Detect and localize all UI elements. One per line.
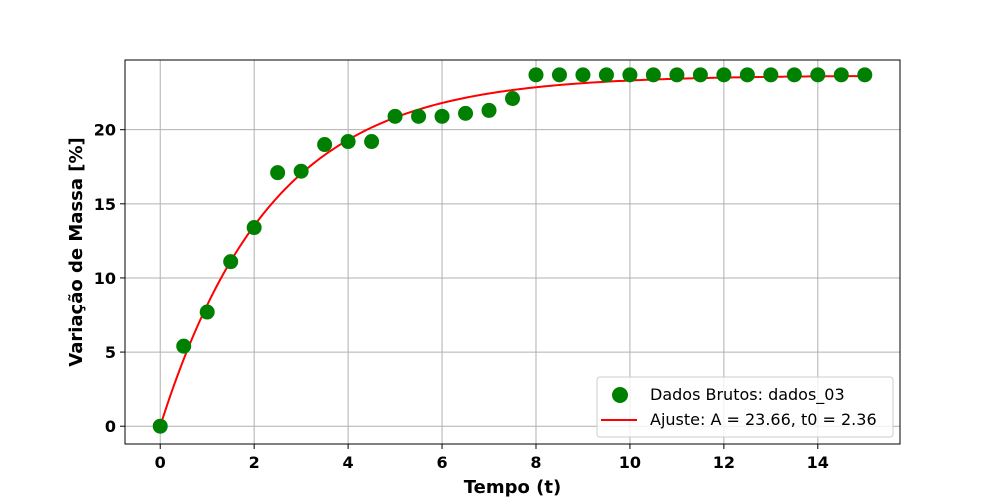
- x-axis-title: Tempo (t): [464, 477, 561, 498]
- data-point: [598, 67, 614, 83]
- data-point: [669, 67, 685, 83]
- x-tick-label: 4: [343, 453, 354, 472]
- data-point: [387, 108, 403, 124]
- data-point: [810, 67, 826, 83]
- x-tick-label: 2: [249, 453, 260, 472]
- data-point: [645, 67, 661, 83]
- data-point: [739, 67, 755, 83]
- data-point: [528, 67, 544, 83]
- data-point: [505, 91, 520, 107]
- grid: [125, 60, 900, 444]
- data-point: [223, 254, 239, 270]
- y-tick-label: 10: [94, 269, 116, 288]
- legend-marker-scatter: [612, 387, 628, 403]
- data-point: [575, 67, 591, 83]
- data-point: [364, 134, 380, 150]
- legend-box: [596, 376, 894, 438]
- data-point: [411, 108, 427, 124]
- data-point: [763, 67, 779, 83]
- data-point: [152, 418, 168, 434]
- data-point: [246, 220, 262, 236]
- x-axis: 0 2 4 6 8 10 12 14: [155, 444, 829, 472]
- data-point: [716, 67, 732, 83]
- legend-label-fit: Ajuste: A = 23.66, t0 = 2.36: [650, 410, 877, 429]
- x-tick-label: 12: [713, 453, 735, 472]
- x-tick-label: 10: [619, 453, 641, 472]
- legend-label-data: Dados Brutos: dados_03: [650, 385, 845, 405]
- y-tick-label: 20: [94, 121, 116, 140]
- y-tick-label: 15: [94, 195, 116, 214]
- data-point: [833, 67, 849, 83]
- data-point: [293, 163, 309, 179]
- data-point: [786, 67, 802, 83]
- data-point: [176, 338, 192, 354]
- x-tick-label: 0: [155, 453, 166, 472]
- data-point: [340, 134, 356, 150]
- data-point: [270, 165, 286, 181]
- plot-frame: [124, 59, 901, 445]
- y-axis-title: Variação de Massa [%]: [66, 137, 87, 366]
- data-point: [458, 105, 474, 121]
- x-tick-label: 6: [436, 453, 447, 472]
- legend: Dados Brutos: dados_03 Ajuste: A = 23.66…: [596, 376, 894, 438]
- data-point: [317, 137, 333, 153]
- x-tick-label: 8: [530, 453, 541, 472]
- data-point: [551, 67, 567, 83]
- y-axis: 0 5 10 15 20: [94, 121, 125, 436]
- data-points-layer: [152, 67, 873, 434]
- data-point: [692, 67, 708, 83]
- data-point: [481, 102, 497, 118]
- data-point: [434, 108, 450, 124]
- x-tick-label: 14: [807, 453, 829, 472]
- data-point: [199, 304, 215, 320]
- data-point: [622, 67, 638, 83]
- data-point: [857, 67, 873, 83]
- y-tick-label: 0: [105, 417, 116, 436]
- y-tick-label: 5: [105, 343, 116, 362]
